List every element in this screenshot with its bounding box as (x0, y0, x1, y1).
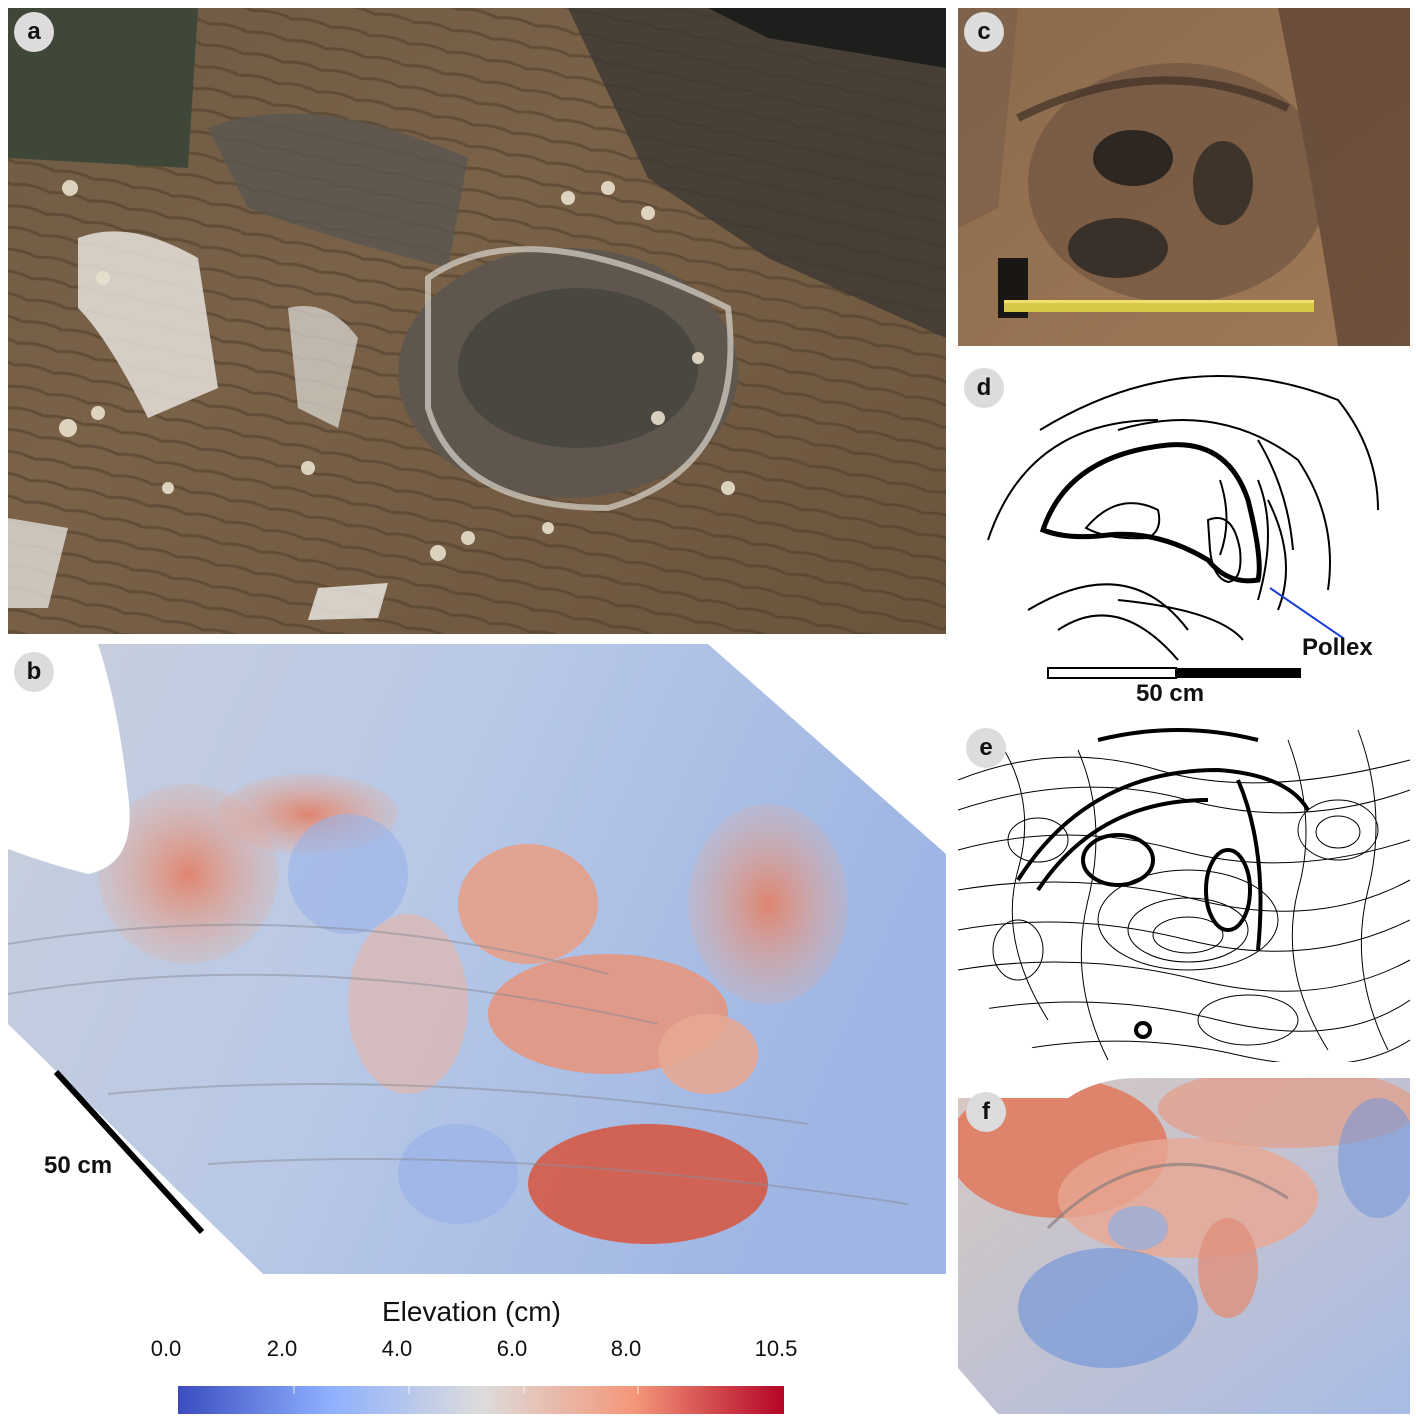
photo-c-image (958, 8, 1410, 346)
pollex-label: Pollex (1302, 634, 1373, 661)
panel-label-a: a (14, 12, 54, 52)
panel-label-b: b (14, 652, 54, 692)
panel-f-elevation-closeup (958, 1078, 1410, 1414)
colorbar-tick-3: 6.0 (496, 1336, 528, 1361)
colorbar-tick-0: 0.0 (150, 1336, 182, 1361)
scale-label-b: 50 cm (44, 1152, 113, 1179)
panel-b-elevation-model (8, 644, 946, 1274)
colorbar-title: Elevation (cm) (382, 1296, 561, 1327)
colorbar-tick-1: 2.0 (266, 1336, 298, 1361)
colorbar (178, 1386, 784, 1414)
panel-d-outline-drawing (958, 360, 1410, 712)
colorbar-tick-5: 10.5 (754, 1336, 798, 1361)
panel-label-c: c (964, 12, 1004, 52)
elevation-model-b-image (8, 644, 946, 1274)
panel-label-d: d (964, 368, 1004, 408)
panel-a-photo (8, 8, 946, 634)
colorbar-tick-4: 8.0 (610, 1336, 642, 1361)
panel-c-photo (958, 8, 1410, 346)
elevation-closeup-f-image (958, 1078, 1410, 1414)
panel-label-e: e (966, 728, 1006, 768)
outline-drawing-d (987, 375, 1379, 679)
scale-bar-b (53, 1069, 205, 1235)
scale-label-d: 50 cm (1136, 680, 1205, 707)
colorbar-tick-2: 4.0 (381, 1336, 413, 1361)
photo-a-image (8, 8, 946, 634)
panel-e-contour-map (958, 720, 1410, 1062)
contour-map-e (958, 720, 1410, 1062)
panel-label-f: f (966, 1092, 1006, 1132)
